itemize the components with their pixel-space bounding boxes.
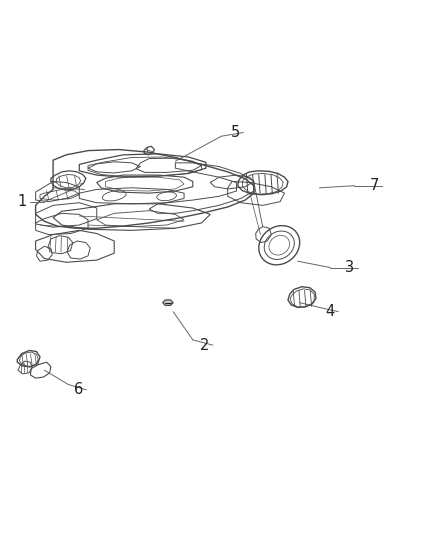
Text: 7: 7 <box>369 178 379 193</box>
Text: 2: 2 <box>200 338 210 353</box>
Text: 3: 3 <box>346 260 354 275</box>
Text: 4: 4 <box>326 304 335 319</box>
Text: 5: 5 <box>231 125 240 140</box>
Text: 1: 1 <box>17 194 26 209</box>
Polygon shape <box>162 300 173 305</box>
Text: 6: 6 <box>74 382 83 397</box>
